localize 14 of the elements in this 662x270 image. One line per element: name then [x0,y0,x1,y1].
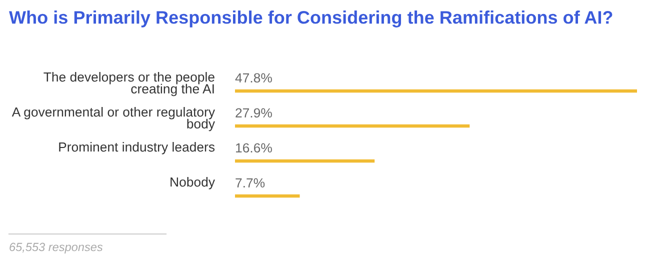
data-label: 47.8% [235,73,272,83]
bar [235,124,470,128]
y-tick-label: The developers or the people creating the AI [44,72,214,96]
y-tick-label: A governmental or other regulatory body [12,107,215,132]
bar [235,194,300,198]
text: 65,553 responses [10,242,103,254]
chart-title: Who is Primarily Responsible for Considering the Ramifications of AI? [9,10,612,28]
data-label: 7.7% [236,178,265,188]
y-tick-label: Nobody [170,177,215,190]
y-tick-label: Prominent industry leaders [59,142,215,154]
data-label: 27.9% [236,108,272,118]
bar [235,159,375,163]
data-label: 16.6% [236,143,272,153]
bar [235,89,637,93]
